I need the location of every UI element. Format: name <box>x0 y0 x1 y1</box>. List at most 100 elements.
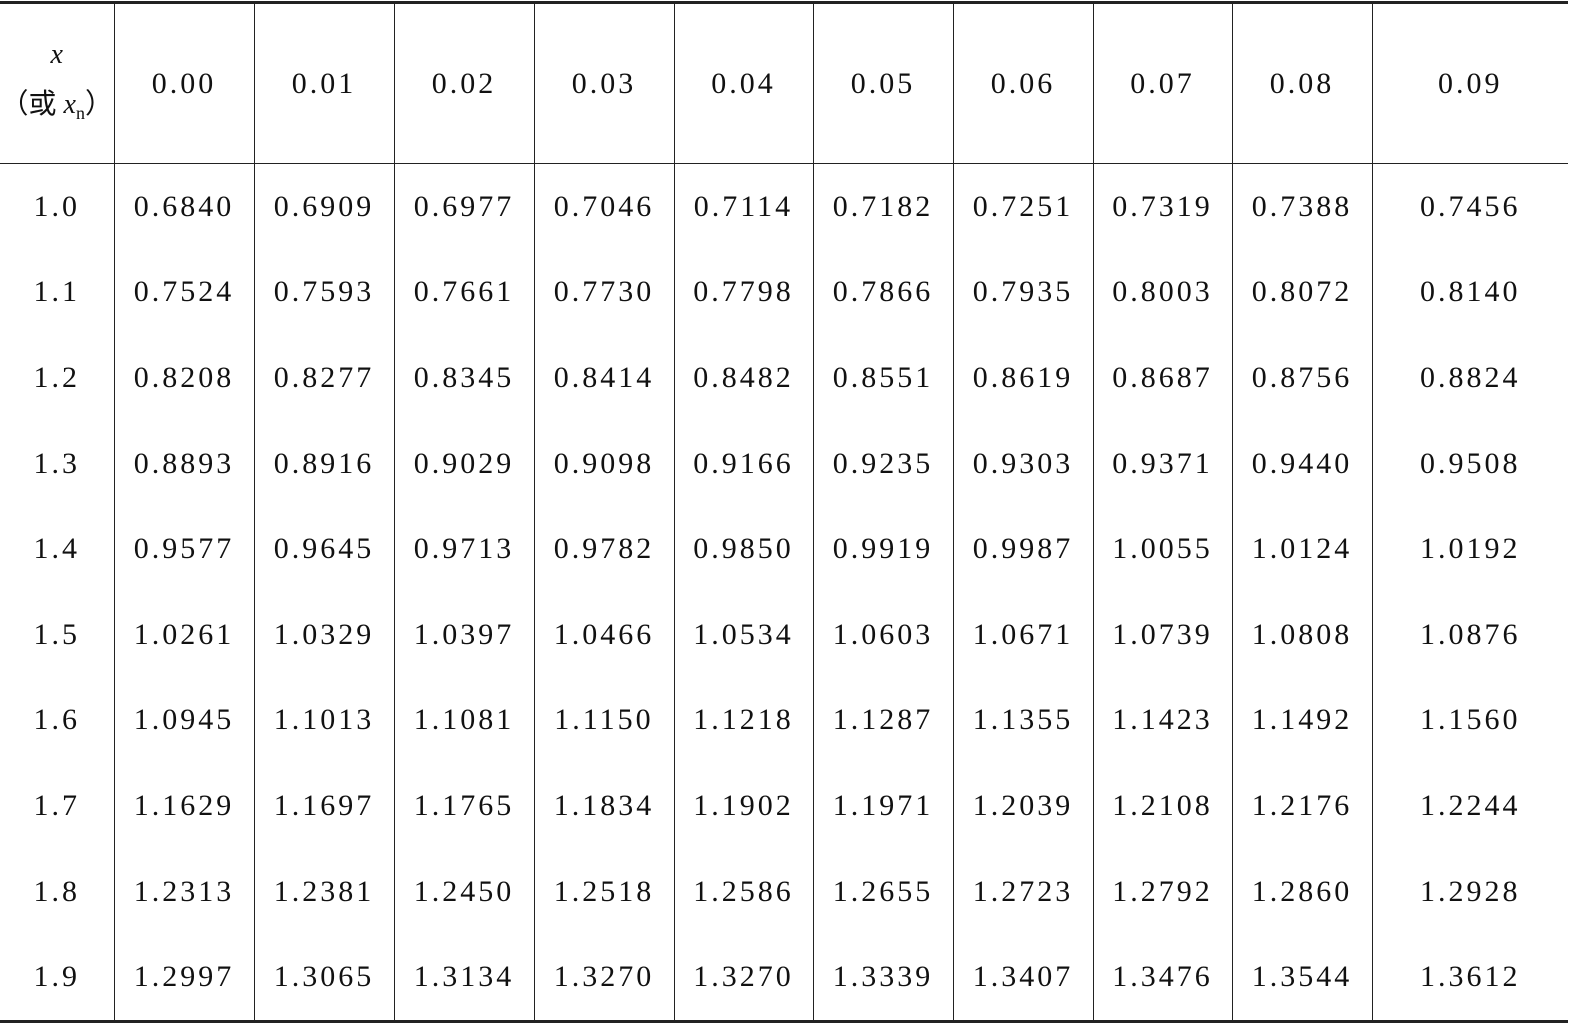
table-cell: 0.9303 <box>952 420 1093 507</box>
corner-line: （或 xn） <box>0 80 114 138</box>
table-cell: 1.3612 <box>1371 934 1568 1023</box>
row-label: 1.1 <box>33 275 80 309</box>
table-cell: 1.3065 <box>253 934 394 1023</box>
table-cell: 1.2381 <box>253 848 394 935</box>
table-cell: 0.7798 <box>673 249 813 336</box>
table-row: 1.8 1.2313 1.2381 1.2450 1.2518 1.2586 1.2655 1… <box>0 848 1568 935</box>
table-cell: 1.0603 <box>812 591 953 678</box>
table-cell: 1.2244 <box>1371 763 1568 849</box>
table-head: x （或 xn） 0.00 0.01 0.02 0.03 0.04 0.05 0.06 0.0… <box>0 1 1568 164</box>
row-label: 1.9 <box>0 934 114 1023</box>
table-cell: 0.8687 <box>1092 335 1232 421</box>
corner-cell: x （或 xn） <box>0 1 114 164</box>
row-label: 1.3 <box>33 446 80 480</box>
table-cell: 1.3407 <box>952 934 1093 1023</box>
column-header: 0.02 <box>393 1 534 164</box>
table-cell: 1.1492 <box>1231 677 1372 764</box>
table-cell: 1.0055 <box>1092 506 1232 592</box>
table-cell: 0.9029 <box>393 420 534 507</box>
table-cell: 1.0808 <box>1231 591 1372 678</box>
table-row: 1.5 1.0261 1.0329 1.0397 1.0466 1.0534 1.0603 1… <box>0 591 1568 678</box>
table-cell: 1.2586 <box>673 848 813 935</box>
table-cell: 0.9645 <box>253 506 394 592</box>
row-label: 1.8 <box>33 874 80 908</box>
table-cell: 0.9577 <box>113 506 254 592</box>
table-cell: 0.9098 <box>533 420 674 507</box>
table-cell: 1.3270 <box>673 934 813 1023</box>
column-header: 0.06 <box>952 1 1093 164</box>
corner-symbol: x <box>50 38 63 70</box>
table-cell: 1.2655 <box>812 848 953 935</box>
table-cell: 0.8619 <box>952 335 1093 421</box>
table-cell: 0.8072 <box>1231 249 1372 336</box>
column-header: 0.05 <box>812 1 953 164</box>
table-cell: 0.7388 <box>1231 163 1372 250</box>
table-cell: 1.0671 <box>952 591 1093 678</box>
table-row: 1.1 0.7524 0.7593 0.7661 0.7730 0.7798 0.7866 0… <box>0 249 1568 336</box>
table-cell: 0.9850 <box>673 506 813 592</box>
table-cell: 0.8756 <box>1231 335 1372 421</box>
table-cell: 0.7182 <box>812 163 953 250</box>
table-cell: 1.2860 <box>1231 848 1372 935</box>
table-cell: 0.7251 <box>952 163 1093 250</box>
table-cell: 0.7319 <box>1092 163 1232 250</box>
table-cell: 0.7661 <box>393 249 534 336</box>
table-cell: 1.1902 <box>673 763 813 849</box>
table-cell: 1.2518 <box>533 848 674 935</box>
column-header: 0.03 <box>533 1 674 164</box>
table-cell: 1.1834 <box>533 763 674 849</box>
table-cell: 1.2997 <box>113 934 254 1023</box>
table-row: 1.4 0.9577 0.9645 0.9713 0.9782 0.9850 0.9919 0… <box>0 506 1568 592</box>
table-cell: 1.0739 <box>1092 591 1232 678</box>
table-cell: 1.2723 <box>952 848 1093 935</box>
table-cell: 1.0945 <box>113 677 254 764</box>
corner-text: （或 <box>0 88 64 120</box>
table-cell: 1.1629 <box>113 763 254 849</box>
table-cell: 1.1287 <box>812 677 953 764</box>
table-cell: 0.7593 <box>253 249 394 336</box>
table-cell: 0.8345 <box>393 335 534 421</box>
corner-symbol: x <box>63 88 76 120</box>
table-row: 1.3 0.8893 0.8916 0.9029 0.9098 0.9166 0.9235 0… <box>0 420 1568 507</box>
table-cell: 1.3339 <box>812 934 953 1023</box>
row-label: 1.6 <box>33 703 80 737</box>
table-cell: 1.1697 <box>253 763 394 849</box>
table-cell: 1.0397 <box>393 591 534 678</box>
table-cell: 0.9919 <box>812 506 953 592</box>
table-cell: 1.2313 <box>113 848 254 935</box>
table-cell: 0.9235 <box>812 420 953 507</box>
table-cell: 0.8003 <box>1092 249 1232 336</box>
table-cell: 1.0192 <box>1371 506 1568 592</box>
table-cell: 0.9987 <box>952 506 1093 592</box>
row-label: 1.2 <box>33 360 80 394</box>
table-cell: 0.6909 <box>253 163 394 250</box>
table-cell: 0.8208 <box>113 335 254 421</box>
table-row: 1.0 0.6840 0.6909 0.6977 0.7046 0.7114 0.7182 0… <box>0 163 1568 250</box>
corner-subscript: n <box>75 102 85 123</box>
table-cell: 0.7046 <box>533 163 674 250</box>
table-cell: 1.1218 <box>673 677 813 764</box>
table-row: 1.6 1.0945 1.1013 1.1081 1.1150 1.1218 1.1287 1… <box>0 677 1568 764</box>
table-cell: 1.2450 <box>393 848 534 935</box>
table-cell: 1.2039 <box>952 763 1093 849</box>
column-header: 0.00 <box>113 1 254 164</box>
corner-line: x <box>0 30 114 80</box>
table-row: 1.9 1.2997 1.3065 1.3134 1.3270 1.3270 1.3339 1… <box>0 934 1568 1023</box>
table-cell: 1.1013 <box>253 677 394 764</box>
table-cell: 0.7456 <box>1371 163 1568 250</box>
row-label: 1.7 <box>33 788 80 822</box>
table-cell: 1.1355 <box>952 677 1093 764</box>
table-row: 1.2 0.8208 0.8277 0.8345 0.8414 0.8482 0.8551 0… <box>0 335 1568 421</box>
table-cell: 0.9713 <box>393 506 534 592</box>
header-row: x （或 xn） 0.00 0.01 0.02 0.03 0.04 0.05 0.06 0.0… <box>0 1 1568 164</box>
table-cell: 1.0124 <box>1231 506 1372 592</box>
table-cell: 0.9166 <box>673 420 813 507</box>
table-cell: 1.0329 <box>253 591 394 678</box>
table-cell: 0.7524 <box>113 249 254 336</box>
table-cell: 0.9371 <box>1092 420 1232 507</box>
table-cell: 1.2176 <box>1231 763 1372 849</box>
table-cell: 1.1150 <box>533 677 674 764</box>
table-cell: 1.1560 <box>1371 677 1568 764</box>
